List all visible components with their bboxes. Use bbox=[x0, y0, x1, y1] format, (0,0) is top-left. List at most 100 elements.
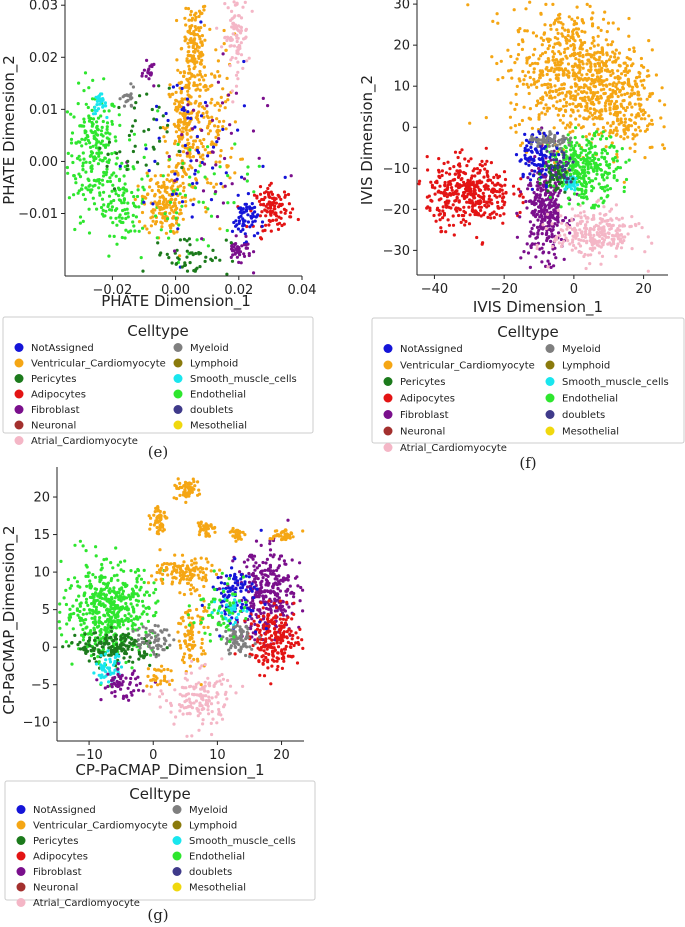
data-point bbox=[460, 148, 464, 152]
data-point bbox=[568, 231, 572, 235]
data-point bbox=[477, 181, 481, 185]
data-point bbox=[565, 123, 570, 127]
data-point bbox=[603, 68, 607, 72]
data-point bbox=[528, 265, 533, 269]
data-point bbox=[174, 262, 178, 266]
data-point bbox=[569, 85, 574, 89]
data-point bbox=[80, 144, 84, 148]
data-point bbox=[110, 102, 114, 106]
data-point bbox=[90, 108, 94, 112]
data-point bbox=[530, 62, 535, 66]
data-point bbox=[104, 636, 108, 640]
data-point bbox=[473, 209, 477, 213]
data-point bbox=[136, 568, 141, 573]
data-point bbox=[120, 216, 124, 220]
data-point bbox=[530, 232, 534, 236]
data-point bbox=[288, 211, 293, 215]
data-point bbox=[114, 192, 118, 196]
data-point bbox=[226, 174, 230, 178]
data-point bbox=[183, 143, 187, 148]
data-point bbox=[622, 189, 626, 194]
data-point bbox=[86, 639, 90, 643]
data-point bbox=[206, 116, 210, 120]
data-point bbox=[92, 202, 97, 206]
data-point bbox=[201, 157, 205, 161]
data-point bbox=[116, 670, 120, 674]
data-point bbox=[478, 168, 482, 173]
data-point bbox=[163, 212, 167, 216]
data-point bbox=[557, 241, 561, 245]
data-point bbox=[132, 610, 136, 614]
data-point bbox=[446, 185, 450, 190]
data-point bbox=[567, 202, 571, 206]
data-point bbox=[571, 74, 575, 78]
data-point bbox=[626, 78, 630, 82]
data-point bbox=[573, 62, 577, 66]
panel-f-cluster-myeloid bbox=[528, 128, 573, 154]
data-point bbox=[113, 690, 117, 694]
data-point bbox=[228, 123, 232, 127]
data-point bbox=[591, 179, 595, 183]
data-point bbox=[177, 201, 181, 205]
data-point bbox=[136, 188, 140, 192]
panel-e-cluster-fibroblast bbox=[125, 52, 293, 275]
data-point bbox=[197, 34, 201, 39]
legend-label: doublets bbox=[562, 410, 605, 421]
data-point bbox=[97, 624, 101, 628]
data-point bbox=[544, 83, 548, 87]
data-point bbox=[87, 571, 91, 575]
data-point bbox=[108, 672, 112, 677]
data-point bbox=[533, 155, 537, 159]
data-point bbox=[138, 588, 142, 592]
data-point bbox=[454, 192, 459, 196]
data-point bbox=[557, 63, 561, 67]
data-point bbox=[509, 68, 513, 72]
data-point bbox=[117, 113, 121, 117]
data-point bbox=[65, 110, 69, 114]
data-point bbox=[610, 141, 614, 145]
data-point bbox=[97, 648, 101, 652]
data-point bbox=[162, 200, 166, 204]
data-point bbox=[540, 43, 544, 47]
legend-item: Adipocytes bbox=[14, 389, 86, 401]
legend-item: Neuronal bbox=[383, 426, 445, 438]
data-point bbox=[130, 592, 134, 596]
data-point bbox=[192, 42, 196, 46]
data-point bbox=[547, 262, 552, 266]
data-point bbox=[234, 56, 238, 60]
data-point bbox=[589, 53, 593, 57]
data-point bbox=[94, 611, 98, 615]
data-point bbox=[564, 126, 568, 130]
data-point bbox=[472, 196, 476, 200]
data-point bbox=[614, 48, 618, 52]
data-point bbox=[106, 626, 110, 630]
data-point bbox=[193, 25, 197, 29]
data-point bbox=[213, 75, 217, 79]
data-point bbox=[101, 622, 105, 626]
data-point bbox=[92, 626, 96, 630]
data-point bbox=[215, 129, 219, 133]
data-point bbox=[166, 217, 170, 221]
data-point bbox=[116, 614, 120, 619]
legend-item: Endothelial bbox=[173, 389, 246, 401]
data-point bbox=[555, 223, 559, 227]
data-point bbox=[153, 208, 157, 212]
data-point bbox=[612, 107, 616, 111]
data-point bbox=[660, 86, 664, 90]
data-point bbox=[243, 0, 247, 4]
data-point bbox=[136, 675, 140, 679]
data-point bbox=[99, 141, 103, 145]
data-point bbox=[191, 54, 196, 58]
data-point bbox=[597, 251, 602, 255]
data-point bbox=[542, 106, 546, 110]
data-point bbox=[620, 120, 624, 124]
data-point bbox=[528, 0, 532, 4]
data-point bbox=[584, 229, 588, 234]
data-point bbox=[622, 123, 626, 127]
data-point bbox=[545, 149, 549, 153]
data-point bbox=[191, 127, 195, 131]
data-point bbox=[113, 604, 117, 608]
data-point bbox=[475, 167, 479, 171]
data-point bbox=[80, 183, 84, 187]
data-point bbox=[563, 28, 567, 32]
